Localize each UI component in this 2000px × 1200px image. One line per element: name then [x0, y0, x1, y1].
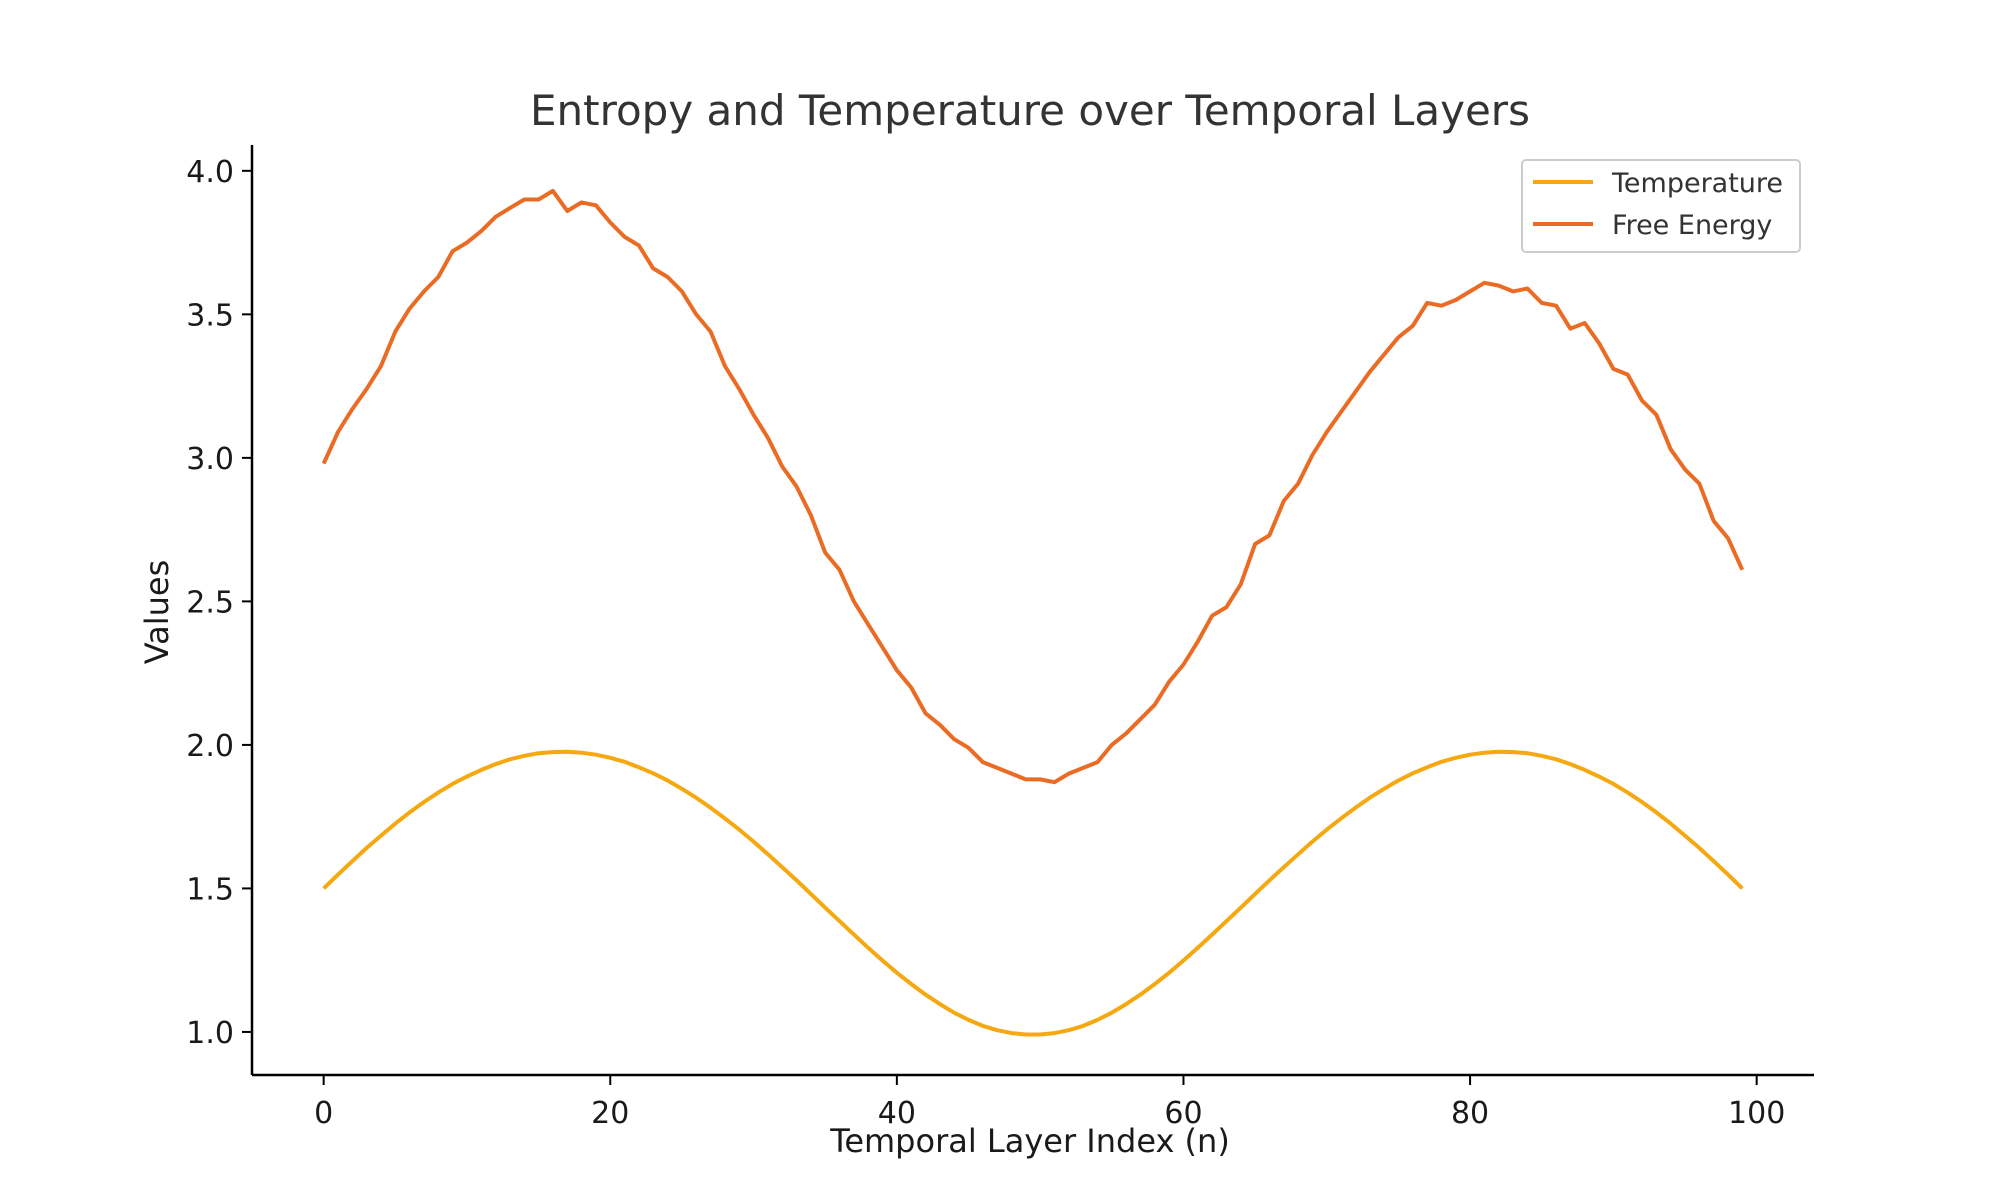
legend-label-free-energy: Free Energy	[1612, 210, 1772, 241]
series-line-free-energy	[321, 188, 1745, 785]
y-tick-label: 1.0	[186, 1016, 234, 1051]
x-axis-label: Temporal Layer Index (n)	[829, 1122, 1230, 1160]
y-tick-label: 2.0	[186, 729, 234, 764]
x-tick-label: 0	[314, 1096, 333, 1131]
y-tick-label: 3.5	[186, 298, 234, 333]
x-tick-label: 20	[591, 1096, 629, 1131]
y-axis-label: Values	[138, 560, 176, 665]
series-line-temperature	[322, 749, 1744, 1037]
y-tick-label: 3.0	[186, 442, 234, 477]
x-tick-label: 100	[1728, 1096, 1785, 1131]
chart-title: Entropy and Temperature over Temporal La…	[530, 86, 1530, 135]
plot-area	[321, 188, 1745, 1037]
x-tick-label: 60	[1164, 1096, 1202, 1131]
x-axis-ticks: 0 20 40 60 80 100	[314, 1075, 1785, 1131]
y-axis-ticks: 1.0 1.5 2.0 2.5 3.0 3.5 4.0	[186, 155, 252, 1051]
legend: Temperature Free Energy	[1521, 159, 1801, 253]
y-tick-label: 4.0	[186, 155, 234, 190]
x-tick-label: 80	[1451, 1096, 1489, 1131]
legend-label-temperature: Temperature	[1611, 168, 1783, 199]
y-tick-label: 1.5	[186, 872, 234, 907]
x-tick-label: 40	[878, 1096, 916, 1131]
y-tick-label: 2.5	[186, 585, 234, 620]
